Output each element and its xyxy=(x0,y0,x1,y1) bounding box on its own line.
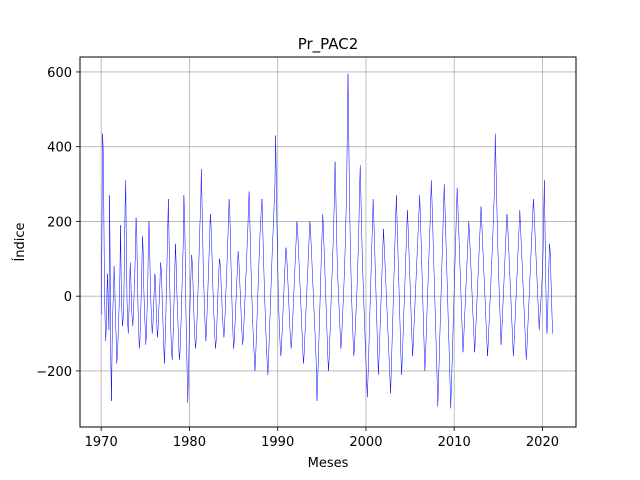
x-tick-label: 2010 xyxy=(438,435,471,450)
series-layer xyxy=(100,73,554,409)
x-tick-label: 1990 xyxy=(261,435,294,450)
y-axis: −200 0 200 400 600 xyxy=(36,66,80,380)
x-tick-label: 2000 xyxy=(349,435,382,450)
y-tick-label: 600 xyxy=(47,66,72,81)
y-tick-label: 200 xyxy=(47,215,72,230)
x-axis: 1970 1980 1990 2000 2010 2020 xyxy=(85,427,559,450)
x-tick-label: 1970 xyxy=(85,435,118,450)
x-axis-label: Meses xyxy=(308,456,349,471)
y-tick-label: −200 xyxy=(36,365,72,380)
plot-frame xyxy=(79,56,577,428)
grid xyxy=(80,57,576,427)
y-tick-label: 0 xyxy=(64,290,72,305)
chart-title: Pr_PAC2 xyxy=(298,35,359,54)
y-tick-label: 400 xyxy=(47,141,72,156)
y-axis-label: Índice xyxy=(12,222,28,261)
x-tick-label: 1980 xyxy=(173,435,206,450)
series-line xyxy=(100,73,554,409)
x-tick-label: 2020 xyxy=(526,435,559,450)
